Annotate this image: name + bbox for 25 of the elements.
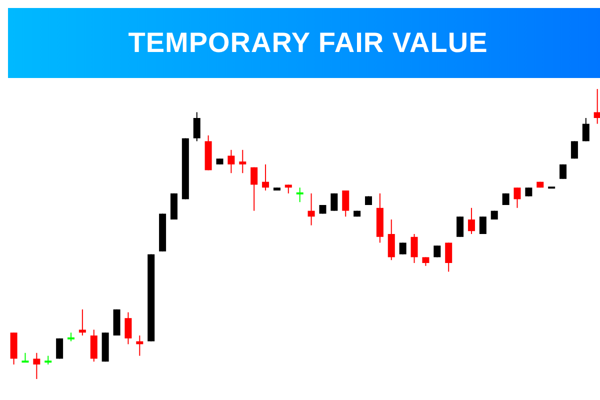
candlestick [90,329,98,362]
candlestick [228,149,235,174]
candlestick [239,149,246,174]
candlestick [560,164,567,180]
candlestick [193,112,200,142]
candlestick [582,118,590,142]
candlestick [262,164,270,191]
candlestick [330,192,338,212]
candlestick [456,216,464,238]
candlestick [399,242,406,255]
candlestick [388,219,395,261]
candlestick [514,187,521,208]
candlestick [445,242,452,272]
candlestick [250,166,258,212]
candlestick [479,216,486,234]
candlestick [308,192,315,226]
candlestick [124,312,132,345]
chart-title: TEMPORARY FAIR VALUE [128,27,488,59]
candlestick [468,207,475,234]
candlestick [33,352,40,379]
candlestick [594,89,600,124]
candlestick [78,308,86,336]
candlestick [342,190,350,218]
candlestick [410,234,418,264]
candlestick [570,140,578,160]
